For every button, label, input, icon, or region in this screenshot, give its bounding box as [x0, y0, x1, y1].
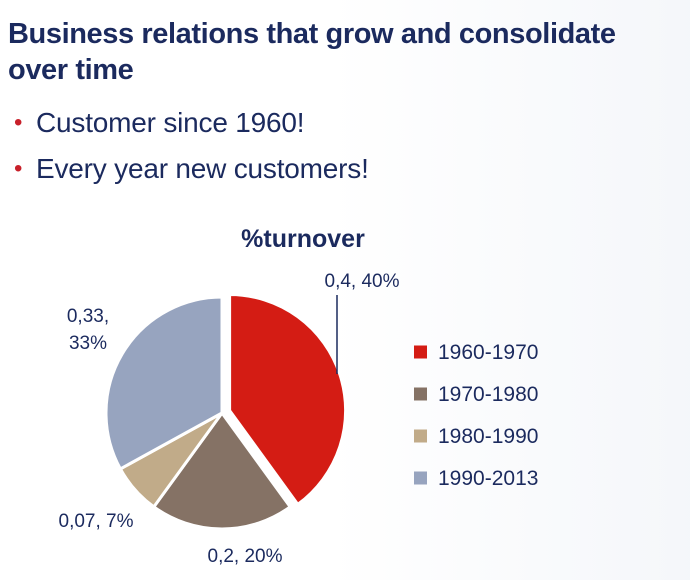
legend-swatch-1990-2013: [414, 471, 427, 485]
bullet-dot-icon: •: [14, 155, 23, 182]
pie-data-labels: 0,4, 40% 0,2, 20% 0,07, 7% 0,33, 33%: [59, 271, 400, 567]
bullet-list: • Customer since 1960! • Every year new …: [14, 100, 369, 192]
data-label-1970-1980: 0,2, 20%: [208, 546, 283, 567]
legend-swatch-1960-1970: [414, 345, 427, 359]
chart-legend: 1960-1970 1970-1980 1980-1990 1990-2013: [414, 341, 538, 490]
bullet-item: • Customer since 1960!: [14, 100, 369, 146]
data-label-1990-2013: 0,33, 33%: [67, 306, 109, 354]
bullet-text: Every year new customers!: [36, 153, 369, 184]
bullet-dot-icon: •: [14, 109, 23, 136]
bullet-item: • Every year new customers!: [14, 146, 369, 192]
data-label-1960-1970: 0,4, 40%: [325, 271, 400, 292]
pie-slice-1970-1980: [152, 411, 292, 531]
chart-title: %turnover: [241, 225, 365, 253]
legend-label-1990-2013: 1990-2013: [438, 467, 538, 490]
legend-swatch-1970-1980: [414, 387, 427, 401]
slide-background-shade: [330, 0, 690, 580]
slide-title: Business relations that grow and consoli…: [8, 18, 616, 86]
bullet-text: Customer since 1960!: [36, 107, 305, 138]
pie-slice-1990-2013: [104, 295, 224, 471]
legend-swatch-1980-1990: [414, 429, 427, 443]
data-label-1980-1990: 0,07, 7%: [59, 511, 134, 532]
legend-label-1980-1990: 1980-1990: [438, 425, 538, 448]
legend-label-1970-1980: 1970-1980: [438, 383, 538, 406]
legend-label-1960-1970: 1960-1970: [438, 341, 538, 364]
pie-slices: [104, 293, 348, 531]
pie-slice-1960-1970: [228, 293, 348, 506]
